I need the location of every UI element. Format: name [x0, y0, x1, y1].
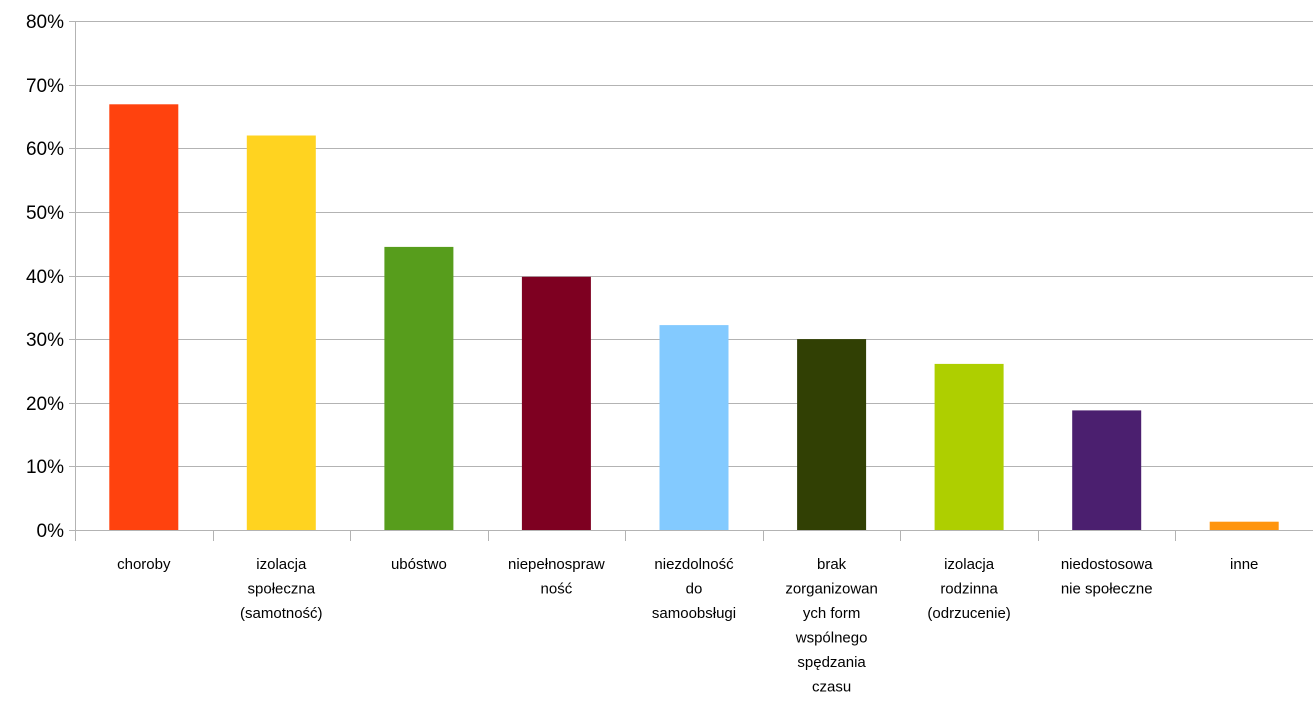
x-tick-label-line: izolacja [256, 556, 307, 573]
x-tick-label-line: (samotność) [240, 605, 323, 622]
bar-7 [1072, 410, 1142, 530]
x-tick-label-line: (odrzucenie) [927, 605, 1010, 622]
x-tick-label: inne [1230, 556, 1258, 573]
x-tick-label-line: izolacja [944, 556, 995, 573]
bar-2 [384, 246, 454, 530]
x-tick-label: niedostosowa nie społeczne [1061, 556, 1153, 598]
bar-5 [797, 339, 867, 530]
x-tick-label-line: niepełnospraw [508, 556, 605, 573]
x-tick-label: brak zorganizowan ych form wspólnego spędzan… [785, 556, 878, 696]
bar-1 [246, 135, 316, 530]
x-tick-label-line: brak [817, 556, 847, 573]
axes [69, 21, 1313, 541]
x-tick-label-line: inne [1230, 556, 1258, 573]
y-tick-label: 60% [26, 139, 64, 160]
x-tick-label-line: nie społeczne [1061, 581, 1153, 598]
x-tick-label: choroby [117, 556, 171, 573]
bar-4 [659, 325, 729, 530]
y-tick-label: 10% [26, 457, 64, 478]
bar-6 [934, 363, 1004, 530]
y-tick-label: 70% [26, 76, 64, 97]
x-tick-label-line: spędzania [797, 654, 866, 671]
x-tick-label-line: niedostosowa [1061, 556, 1153, 573]
x-tick-label-line: do [686, 581, 703, 598]
x-tick-label-line: rodzinna [940, 581, 998, 598]
x-axis-tick-labels: choroby izolacja społeczna (samotność) ubóst… [117, 556, 1258, 696]
x-tick-label-line: choroby [117, 556, 171, 573]
y-tick-label: 40% [26, 267, 64, 288]
x-tick-label: niepełnospraw ność [508, 556, 605, 598]
y-tick-label: 20% [26, 394, 64, 415]
x-tick-label-line: czasu [812, 679, 851, 696]
bar-0 [109, 104, 179, 531]
x-tick-label: ubóstwo [391, 556, 447, 573]
x-tick-label-line: ność [541, 581, 573, 598]
y-tick-label: 30% [26, 330, 64, 351]
y-axis-tick-labels: 0% 10% 20% 30% 40% 50% 60% 70% 80% [26, 12, 64, 542]
y-tick-label: 0% [37, 521, 65, 542]
x-tick-label: niezdolność do samoobsługi [652, 556, 736, 622]
x-tick-label: izolacja społeczna (samotność) [240, 556, 323, 622]
y-tick-label: 80% [26, 12, 64, 33]
x-tick-label: izolacja rodzinna (odrzucenie) [927, 556, 1010, 622]
x-tick-label-line: społeczna [248, 581, 316, 598]
y-tick-label: 50% [26, 203, 64, 224]
x-tick-label-line: ych form [803, 605, 861, 622]
x-tick-label-line: wspólnego [795, 630, 868, 647]
bar-3 [521, 276, 591, 530]
bar-8 [1209, 521, 1279, 530]
x-tick-label-line: zorganizowan [785, 581, 878, 598]
x-tick-label-line: ubóstwo [391, 556, 447, 573]
bars [109, 104, 1279, 531]
x-tick-label-line: samoobsługi [652, 605, 736, 622]
x-tick-label-line: niezdolność [654, 556, 734, 573]
